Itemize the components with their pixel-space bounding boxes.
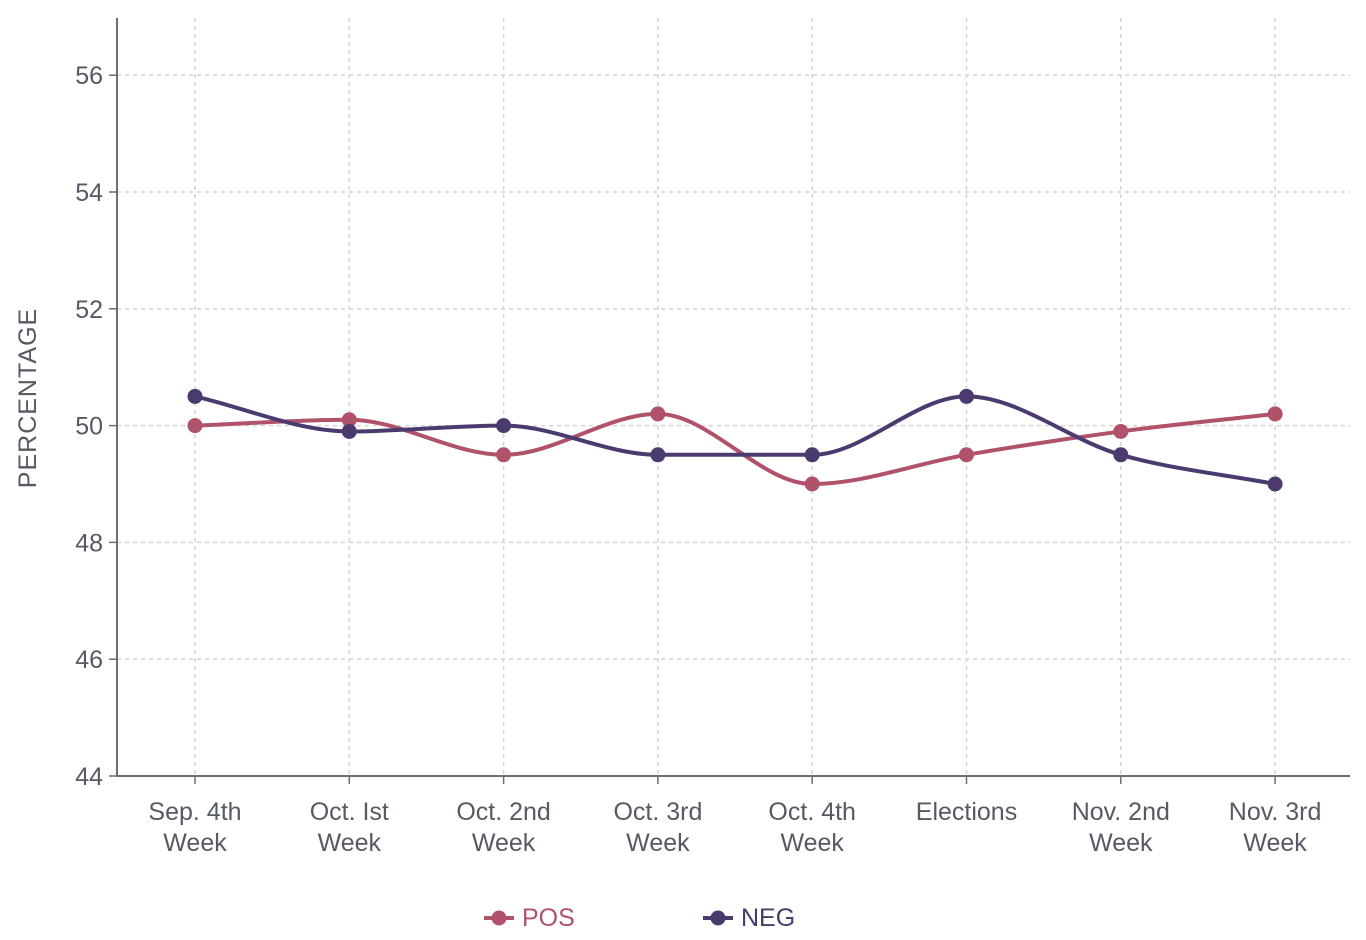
data-point-pos <box>959 447 974 463</box>
data-point-pos <box>496 447 512 463</box>
legend-item-neg[interactable]: NEG <box>703 904 795 932</box>
y-axis-ticks: 44 46 48 50 52 54 56 <box>75 62 117 791</box>
data-point-pos <box>804 476 820 492</box>
data-point-pos <box>341 412 357 428</box>
x-tick-label-line: Oct. 4th <box>768 798 856 826</box>
series-group <box>187 388 1283 492</box>
x-tick-label-line: Week <box>626 829 690 857</box>
y-tick-label: 56 <box>75 62 103 90</box>
x-tick-label-line: Week <box>163 829 227 857</box>
x-tick-label-line: Week <box>780 829 844 857</box>
data-point-neg <box>650 447 666 463</box>
x-tick-label-line: Oct. Ist <box>310 798 389 826</box>
series-line-neg <box>193 394 1278 486</box>
x-tick-label-line: Elections <box>916 798 1017 826</box>
data-point-neg <box>496 418 512 434</box>
x-tick-label-line: Nov. 3rd <box>1229 798 1322 826</box>
y-tick-label: 46 <box>75 646 103 674</box>
series-pos <box>187 406 1283 492</box>
legend-label: POS <box>522 904 575 932</box>
x-tick-label-line: Week <box>1243 829 1307 857</box>
y-tick-label: 48 <box>75 529 103 557</box>
data-point-neg <box>804 447 820 463</box>
x-tick-label: Elections <box>916 798 1017 826</box>
x-tick-label-line: Sep. 4th <box>148 798 241 826</box>
y-tick-label: 54 <box>75 179 103 207</box>
y-tick-label: 44 <box>75 763 103 791</box>
series-neg <box>187 388 1283 492</box>
x-tick-label-line: Oct. 3rd <box>613 798 702 826</box>
series-line-pos <box>193 411 1278 486</box>
x-tick-label: Sep. 4th Week <box>148 798 241 857</box>
legend-item-pos[interactable]: POS <box>484 904 575 932</box>
data-point-pos <box>1267 406 1283 422</box>
data-point-neg <box>187 388 203 404</box>
data-point-pos <box>1113 423 1129 439</box>
x-tick-label: Nov. 3rd Week <box>1229 798 1322 857</box>
x-tick-label: Oct. 4th Week <box>768 798 856 857</box>
x-tick-label-line: Week <box>1089 829 1153 857</box>
x-tick-label-line: Week <box>318 829 382 857</box>
data-point-pos <box>187 418 203 434</box>
x-tick-label: Oct. 2nd Week <box>456 798 551 857</box>
x-tick-label-line: Nov. 2nd <box>1072 798 1170 826</box>
axes <box>116 18 1350 777</box>
x-tick-label: Oct. Ist Week <box>310 798 389 857</box>
legend-label: NEG <box>741 904 795 932</box>
legend-marker-icon <box>710 910 726 926</box>
x-tick-label-line: Week <box>472 829 536 857</box>
y-tick-label: 52 <box>75 296 103 324</box>
data-point-neg <box>1267 476 1283 492</box>
y-tick-label: 50 <box>75 413 103 441</box>
grid-lines <box>117 18 1350 776</box>
data-point-neg <box>341 423 357 439</box>
x-tick-label: Oct. 3rd Week <box>613 798 702 857</box>
x-tick-label: Nov. 2nd Week <box>1072 798 1170 857</box>
x-tick-label-line: Oct. 2nd <box>456 798 551 826</box>
data-point-pos <box>650 406 666 422</box>
legend: POS NEG <box>484 904 795 932</box>
data-point-neg <box>1113 447 1129 463</box>
y-axis-title: PERCENTAGE <box>14 308 42 488</box>
legend-marker-icon <box>491 910 507 926</box>
data-point-neg <box>959 388 974 404</box>
